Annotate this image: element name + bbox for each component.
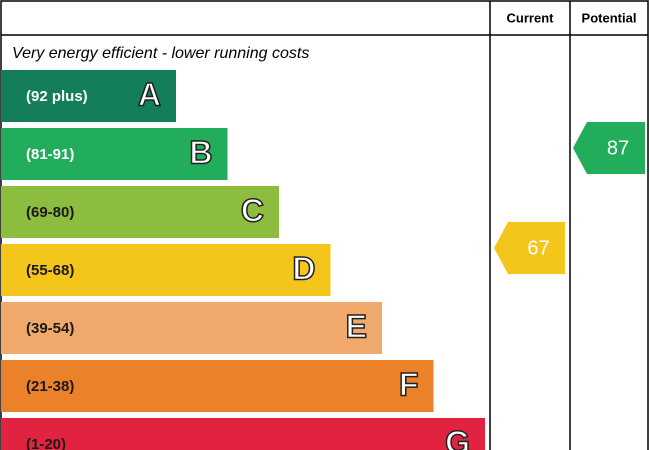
band-range: (81-91) [26,146,74,163]
band-range: (39-54) [26,320,74,337]
band-range: (21-38) [26,378,74,395]
band-letter: F [399,366,419,402]
band-range: (1-20) [26,436,66,450]
band-range: (92 plus) [26,88,88,105]
band-bar [1,186,279,238]
potential-value: 87 [607,137,629,159]
band-letter: D [292,250,315,286]
current-arrow [494,222,565,274]
band-letter: E [346,308,367,344]
band-letter: C [241,192,264,228]
band-bar [1,128,228,180]
band-bar [1,70,176,122]
potential-header: Potential [582,10,637,25]
band-bar [1,302,382,354]
band-bar [1,418,485,450]
potential-arrow [573,122,645,174]
band-letter: B [189,134,212,170]
current-header: Current [507,10,555,25]
band-bar [1,360,434,412]
band-range: (55-68) [26,262,74,279]
band-bar [1,244,331,296]
current-value: 67 [527,237,549,259]
band-letter: A [138,76,161,112]
band-range: (69-80) [26,204,74,221]
band-letter: G [445,424,470,450]
caption: Very energy efficient - lower running co… [12,45,309,62]
